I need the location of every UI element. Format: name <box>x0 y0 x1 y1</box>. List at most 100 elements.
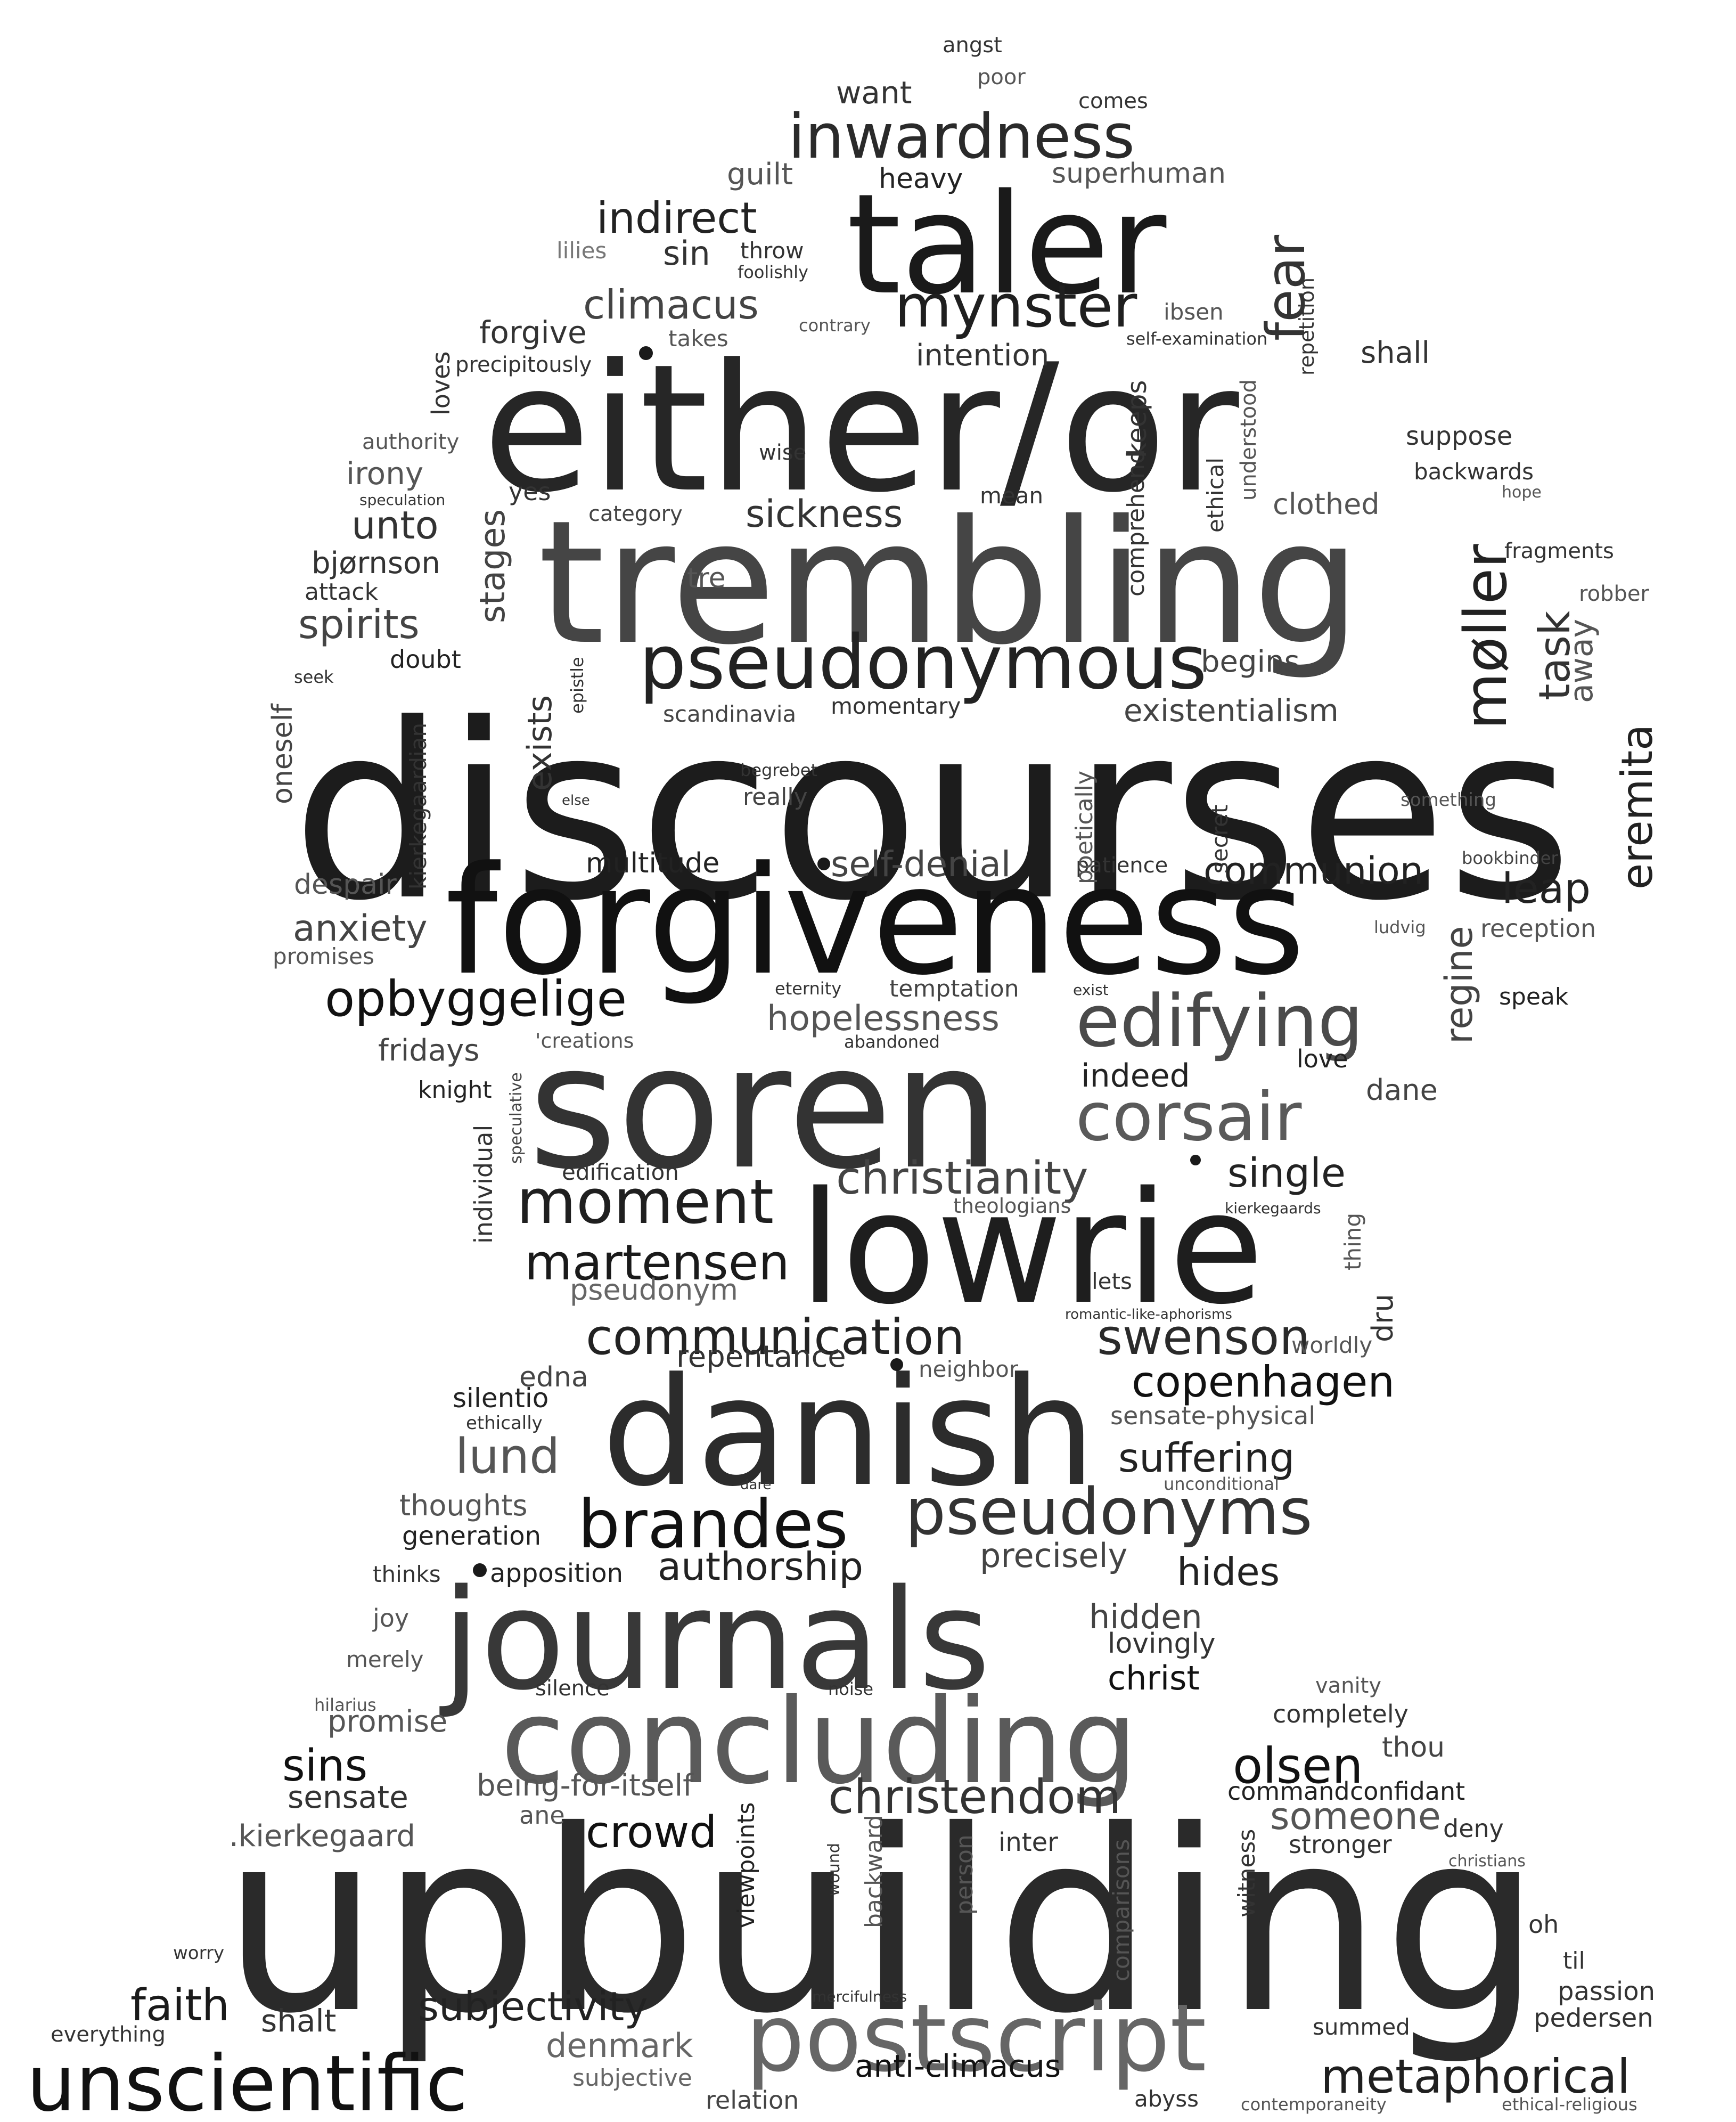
word-upbuilding: upbuilding <box>222 1777 1542 2068</box>
word-lovingly: lovingly <box>1108 1628 1216 1660</box>
word-hidden: hidden <box>1089 1597 1202 1636</box>
word-away: away <box>1563 618 1600 703</box>
word-metaphorical: metaphorical <box>1321 2049 1631 2104</box>
word-contemporaneity: contemporaneity <box>1241 2094 1387 2115</box>
word-neighbor: neighbor <box>919 1356 1019 1382</box>
word-edifying: edifying <box>1076 980 1364 1063</box>
word-loves: loves <box>427 351 455 415</box>
word-single: single <box>1227 1149 1346 1196</box>
word-precisely: precisely <box>980 1536 1128 1575</box>
word-crowd: crowd <box>586 1807 717 1858</box>
word-pedersen: pedersen <box>1534 2003 1653 2033</box>
word-foolishly: foolishly <box>738 262 808 282</box>
word-passion: passion <box>1558 1977 1656 2006</box>
word-momentary: momentary <box>831 693 961 719</box>
word-thou: thou <box>1382 1732 1445 1764</box>
word-concluding: concluding <box>501 1674 1138 1810</box>
word-confidant: confidant <box>1350 1777 1465 1806</box>
word-pseudonym: pseudonym <box>570 1273 738 1307</box>
word-angst: angst <box>943 33 1002 58</box>
word-guilt: guilt <box>727 157 793 192</box>
word-martensen: martensen <box>525 1234 790 1291</box>
word-dru: dru <box>1366 1294 1399 1342</box>
word-category: category <box>588 502 683 526</box>
word-edification: edification <box>562 1159 679 1185</box>
word-kierkegaards: kierkegaards <box>1225 1199 1321 1217</box>
word-dane: dane <box>1366 1073 1438 1107</box>
word-repetition: repetition <box>1295 278 1319 376</box>
word-oh: oh <box>1528 1910 1559 1939</box>
word-speculative: speculative <box>507 1072 526 1164</box>
word-noise: noise <box>828 1679 874 1699</box>
word-doubt: doubt <box>390 645 461 674</box>
word-mean: mean <box>980 483 1044 509</box>
word-clothed: clothed <box>1273 487 1380 521</box>
word-merely: merely <box>346 1646 424 1672</box>
word-being-for-itself: being-for-itself <box>477 1768 693 1803</box>
word-copenhagen: copenhagen <box>1132 1357 1395 1407</box>
word-thoughts: thoughts <box>399 1489 528 1522</box>
word-temptation: temptation <box>889 975 1019 1002</box>
word-silence: silence <box>535 1676 610 1701</box>
word-comes: comes <box>1078 89 1148 113</box>
word-backward: backward <box>861 1815 888 1928</box>
word-poetically: poetically <box>1071 770 1098 884</box>
word-person: person <box>951 1834 978 1915</box>
word-romantic-like-aphorisms: romantic-like-aphorisms <box>1065 1307 1232 1323</box>
word-individual: individual <box>469 1124 498 1244</box>
dot-mark <box>473 1563 487 1577</box>
word-authority: authority <box>362 430 460 454</box>
word-sins: sins <box>282 1741 368 1791</box>
word-anti-climacus: anti-climacus <box>855 2048 1061 2084</box>
word-christianity: christianity <box>836 1152 1088 1205</box>
word-begrebet: begrebet <box>740 760 817 780</box>
word-completely: completely <box>1273 1700 1409 1728</box>
word-ane: ane <box>519 1801 565 1830</box>
word-bjornson: bjørnson <box>312 546 440 581</box>
word-multitude: multitude <box>586 847 720 879</box>
word-comprehend: comprehend <box>1123 449 1150 597</box>
word-worry: worry <box>173 1943 225 1964</box>
word-seek: seek <box>294 667 334 687</box>
word-kierkegaard: .kierkegaard <box>229 1819 415 1854</box>
word-patience: patience <box>1076 853 1168 878</box>
word-anxiety: anxiety <box>293 908 428 950</box>
word-understood: understood <box>1237 379 1261 501</box>
word-self-examination: self-examination <box>1126 329 1268 349</box>
word-creations: 'creations <box>535 1029 634 1052</box>
word-soren: soren <box>528 1009 1001 1207</box>
word-christ: christ <box>1108 1659 1200 1697</box>
word-want: want <box>836 75 912 111</box>
word-lund: lund <box>455 1429 560 1484</box>
word-unconditional: unconditional <box>1164 1474 1280 1494</box>
word-forgiveness: forgiveness <box>445 835 1306 1008</box>
word-opbyggelige: opbyggelige <box>325 970 627 1027</box>
word-ludvig: ludvig <box>1374 917 1426 937</box>
word-hope: hope <box>1502 483 1542 502</box>
word-oneself: oneself <box>267 704 299 804</box>
word-exists: exists <box>520 695 559 791</box>
word-pseudonyms: pseudonyms <box>905 1475 1313 1549</box>
word-scandinavia: scandinavia <box>663 701 797 727</box>
word-promise: promise <box>327 1704 448 1739</box>
word-stages: stages <box>473 509 513 623</box>
word-precipitously: precipitously <box>455 353 592 377</box>
word-fridays: fridays <box>378 1033 480 1068</box>
dot-mark <box>1190 1155 1201 1165</box>
dot-mark <box>817 858 830 870</box>
word-shalt: shalt <box>261 2003 337 2039</box>
word-dare: dare <box>740 1477 772 1493</box>
word-regine: regine <box>1437 926 1481 1044</box>
word-christians: christians <box>1448 1852 1526 1871</box>
word-forgive: forgive <box>479 314 587 350</box>
word-knight: knight <box>418 1076 492 1104</box>
word-ethically: ethically <box>466 1413 543 1434</box>
word-eremita: eremita <box>1612 724 1662 889</box>
word-indirect: indirect <box>596 193 757 243</box>
word-intention: intention <box>916 338 1050 373</box>
word-climacus: climacus <box>583 281 759 328</box>
word-hides: hides <box>1177 1549 1280 1594</box>
word-contrary: contrary <box>799 315 871 336</box>
word-sickness: sickness <box>746 492 903 536</box>
